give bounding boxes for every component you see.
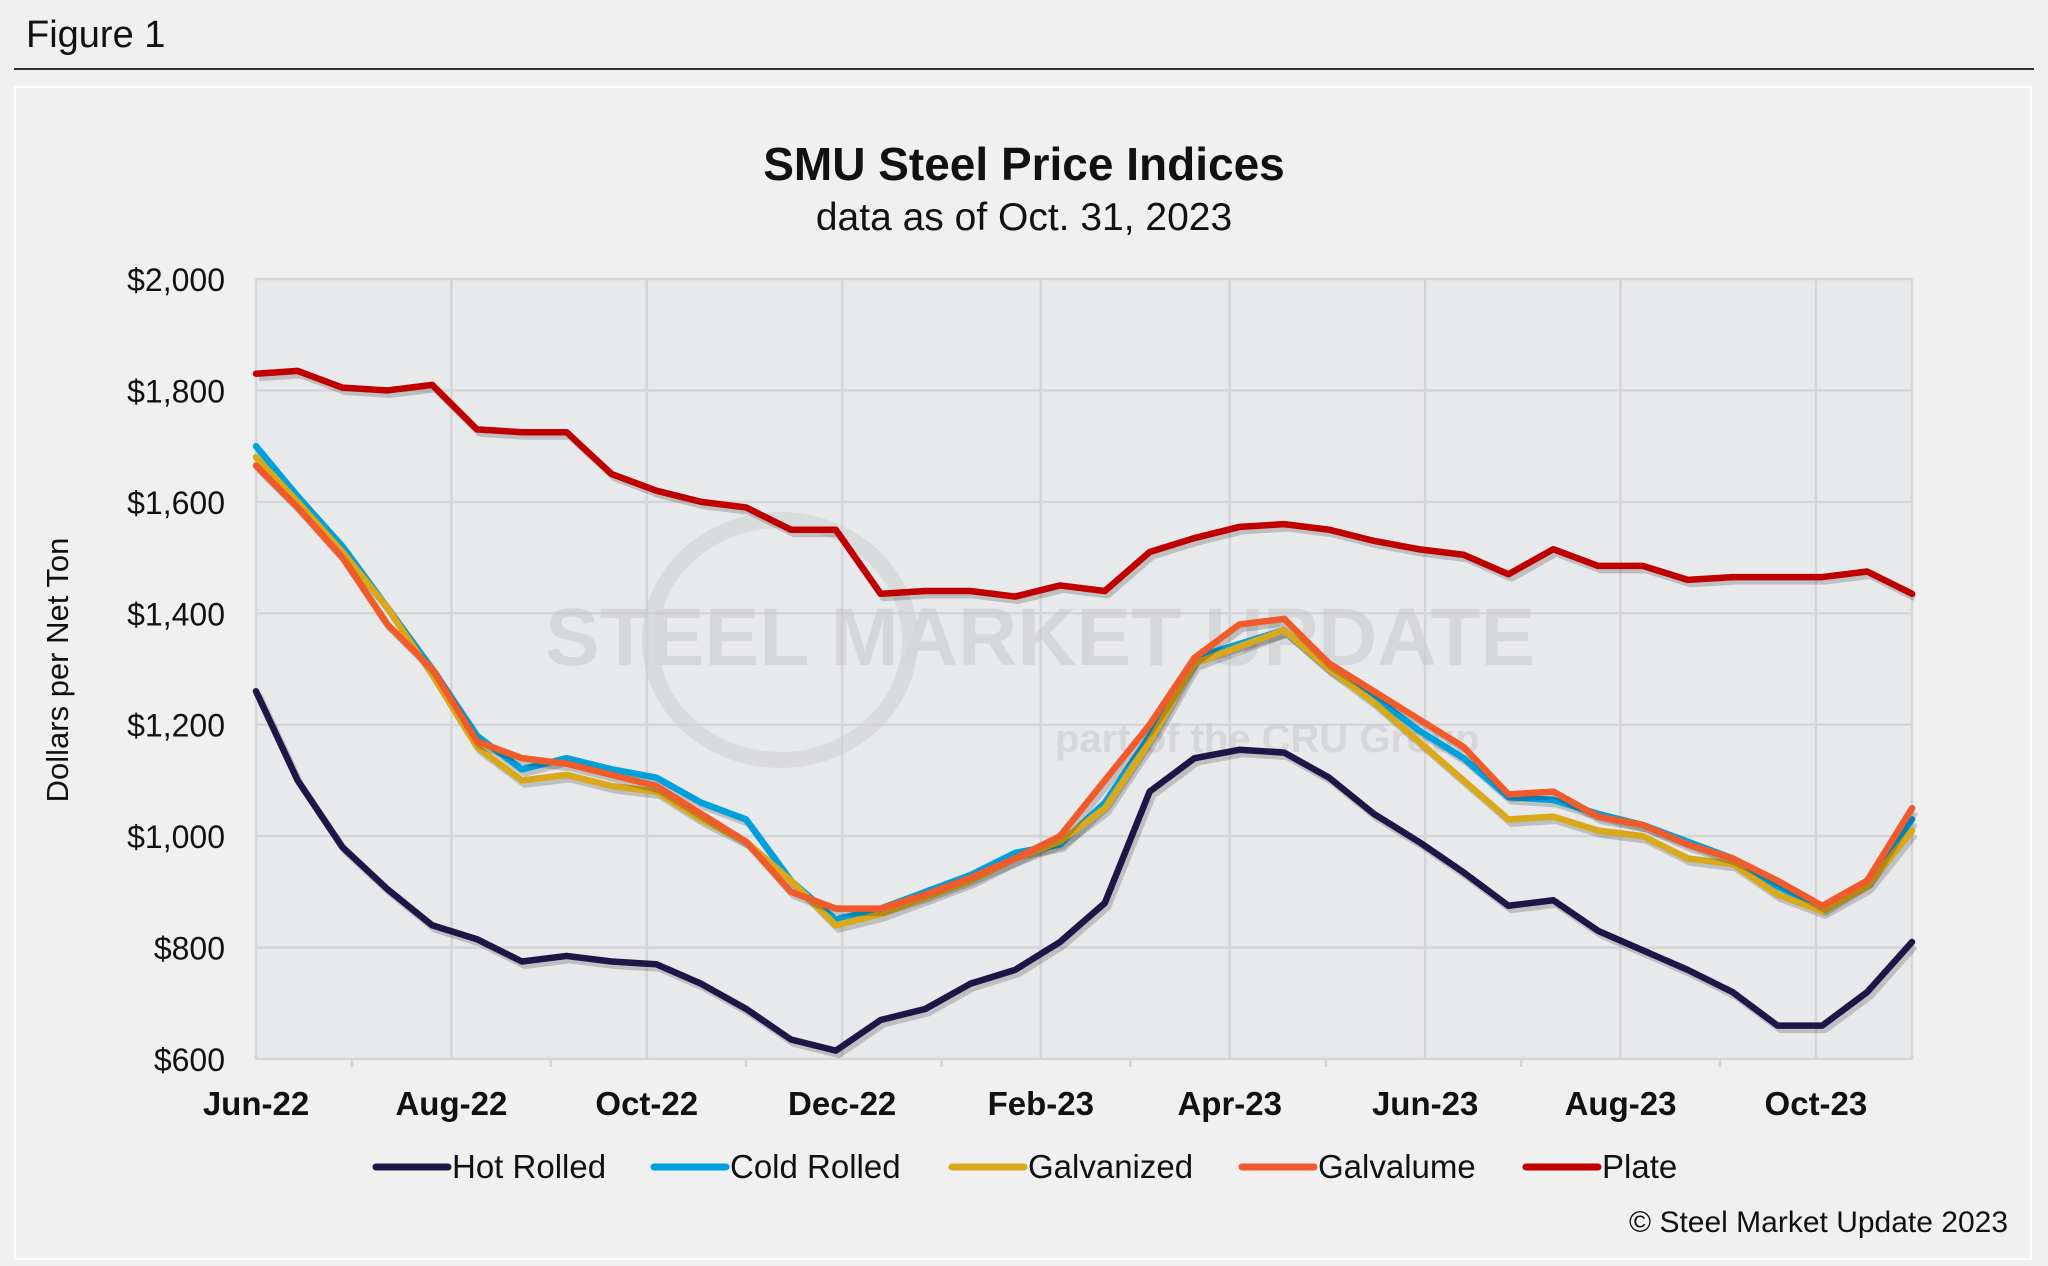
legend-label-plate: Plate bbox=[1602, 1148, 1677, 1185]
plate-shadow bbox=[258, 371, 1917, 605]
galvanized-line bbox=[252, 454, 1916, 929]
y-tick-label: $1,800 bbox=[127, 373, 225, 409]
y-tick-label: $1,400 bbox=[127, 596, 225, 632]
y-tick-label: $1,200 bbox=[127, 708, 225, 744]
chart-title: SMU Steel Price Indices bbox=[763, 138, 1285, 190]
galvanized-shadow bbox=[256, 458, 1918, 933]
x-tick-label: Jun-23 bbox=[1372, 1085, 1478, 1122]
legend-label-cold-rolled: Cold Rolled bbox=[730, 1148, 901, 1185]
x-tick-label: Feb-23 bbox=[988, 1085, 1094, 1122]
copyright: © Steel Market Update 2023 bbox=[1629, 1206, 2008, 1239]
plate-line bbox=[252, 367, 1916, 600]
legend-label-galvalume: Galvalume bbox=[1318, 1148, 1476, 1185]
figure-divider bbox=[14, 68, 2034, 70]
x-tick-label: Aug-23 bbox=[1565, 1085, 1677, 1122]
y-tick-label: $2,000 bbox=[127, 262, 225, 298]
plot-area bbox=[256, 279, 1912, 1059]
y-axis-label: Dollars per Net Ton bbox=[40, 538, 75, 803]
chart-subtitle: data as of Oct. 31, 2023 bbox=[816, 196, 1232, 239]
series-lines bbox=[252, 367, 1918, 1059]
x-axis-ticks: Jun-22 Aug-22 Oct-22 Dec-22 Feb-23 Apr-23 Jun-… bbox=[203, 1085, 1867, 1122]
x-tick-label: Oct-23 bbox=[1765, 1085, 1868, 1122]
y-tick-label: $1,000 bbox=[127, 819, 225, 855]
watermark-text: STEEL MARKET UPDATE bbox=[545, 592, 1535, 683]
x-tick-label: Aug-22 bbox=[395, 1085, 507, 1122]
y-tick-label: $800 bbox=[154, 931, 225, 967]
galvalume-shadow bbox=[256, 467, 1918, 917]
x-tick-label: Oct-22 bbox=[595, 1085, 698, 1122]
hot-rolled-line bbox=[252, 688, 1916, 1054]
legend-label-galvanized: Galvanized bbox=[1028, 1148, 1193, 1185]
x-tick-label: Dec-22 bbox=[788, 1085, 896, 1122]
watermark: STEEL MARKET UPDATE part of the CRU Grou… bbox=[545, 512, 1535, 768]
galvalume-line bbox=[252, 462, 1916, 912]
legend: Hot Rolled Cold Rolled Galvanized Galvalume… bbox=[372, 1148, 1677, 1185]
y-axis-ticks: $600 $800 $1,000 $1,200 $1,400 $1,600 $1,800 $2… bbox=[127, 262, 225, 1078]
x-tick-label: Jun-22 bbox=[203, 1085, 309, 1122]
x-tick-label: Apr-23 bbox=[1177, 1085, 1282, 1122]
watermark-swoosh bbox=[642, 512, 918, 768]
y-tick-label: $1,600 bbox=[127, 485, 225, 521]
y-tick-label: $600 bbox=[154, 1042, 225, 1078]
legend-label-hot-rolled: Hot Rolled bbox=[452, 1148, 606, 1185]
figure-label: Figure 1 bbox=[26, 14, 166, 56]
